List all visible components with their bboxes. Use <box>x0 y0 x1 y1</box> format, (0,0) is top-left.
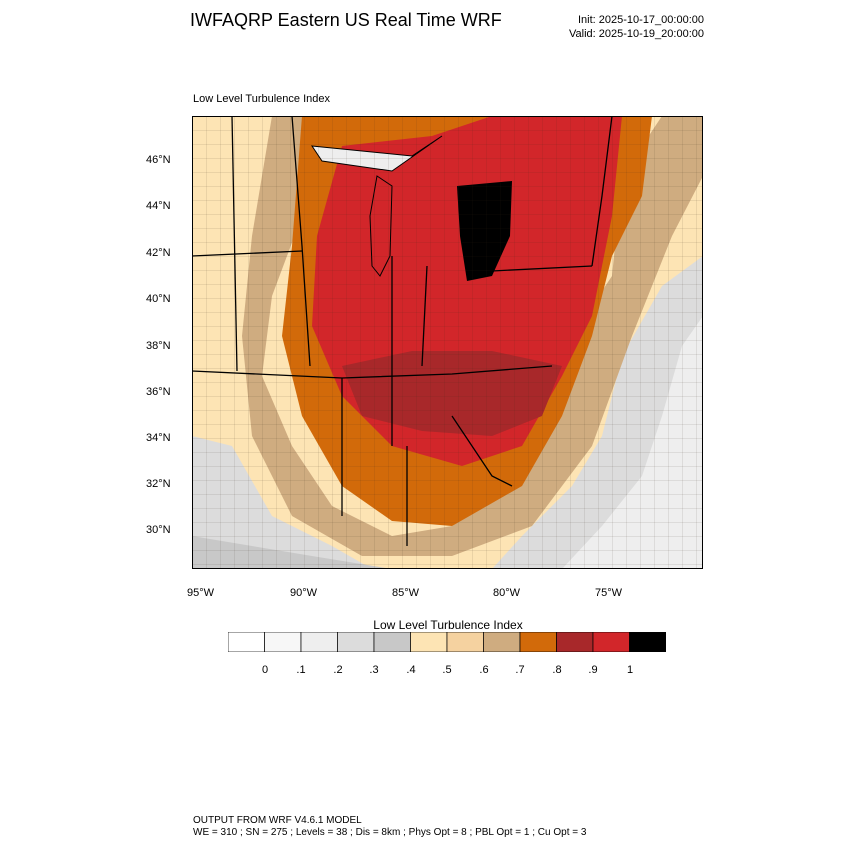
colorbar-swatch <box>556 632 594 652</box>
footer-line: OUTPUT FROM WRF V4.6.1 MODEL <box>193 815 362 826</box>
county-lines <box>192 116 703 569</box>
map-label: Low Level Turbulence Index <box>193 93 330 105</box>
lat-label: 42°N <box>146 247 171 259</box>
colorbar-tick-label: 0 <box>261 664 269 676</box>
valid-time: Valid: 2025-10-19_20:00:00 <box>569 28 704 40</box>
lon-label: 75°W <box>595 587 623 599</box>
run-times: Init: 2025-10-17_00:00:00 Valid: 2025-10… <box>569 13 704 41</box>
footer-line: WE = 310 ; SN = 275 ; Levels = 38 ; Dis … <box>193 827 587 838</box>
lat-label: 38°N <box>146 340 171 352</box>
colorbar-swatch <box>446 632 484 652</box>
colorbar-tick-label: .8 <box>552 664 562 676</box>
colorbar-tick-label: .3 <box>369 664 379 676</box>
init-time: Init: 2025-10-17_00:00:00 <box>578 14 704 26</box>
colorbar-swatch <box>337 632 375 652</box>
colorbar-tick-label: .6 <box>479 664 489 676</box>
colorbar-tick-label: .4 <box>406 664 416 676</box>
colorbar-swatch <box>483 632 521 652</box>
lat-label: 36°N <box>146 386 171 398</box>
colorbar-swatch <box>592 632 630 652</box>
colorbar-tick-label: .5 <box>442 664 452 676</box>
colorbar <box>228 632 666 652</box>
lat-label: 44°N <box>146 200 171 212</box>
state-boundaries <box>192 116 613 546</box>
colorbar-swatch <box>410 632 448 652</box>
lon-label: 95°W <box>187 587 215 599</box>
colorbar-title: Low Level Turbulence Index <box>373 618 523 632</box>
colorbar-tick-label: .2 <box>333 664 343 676</box>
colorbar-tick-label: .1 <box>296 664 306 676</box>
plot-title: IWFAQRP Eastern US Real Time WRF <box>190 10 502 30</box>
lon-label: 85°W <box>392 587 420 599</box>
lat-label: 40°N <box>146 293 171 305</box>
lat-label: 46°N <box>146 154 171 166</box>
colorbar-swatch <box>264 632 302 652</box>
lat-label: 34°N <box>146 432 171 444</box>
colorbar-swatch <box>629 632 666 652</box>
model-footer: OUTPUT FROM WRF V4.6.1 MODEL WE = 310 ; … <box>193 815 586 839</box>
lat-label: 32°N <box>146 478 171 490</box>
colorbar-tick-label: .9 <box>588 664 598 676</box>
colorbar-tick-label: .7 <box>515 664 525 676</box>
colorbar-swatch <box>519 632 557 652</box>
turbulence-map <box>192 116 703 569</box>
lat-label: 30°N <box>146 524 171 536</box>
colorbar-tick-label: 1 <box>626 664 634 676</box>
lon-label: 90°W <box>290 587 318 599</box>
colorbar-swatch <box>373 632 411 652</box>
colorbar-swatch <box>228 632 265 652</box>
colorbar-swatch <box>300 632 338 652</box>
lon-label: 80°W <box>493 587 521 599</box>
